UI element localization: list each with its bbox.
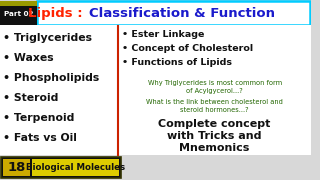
FancyBboxPatch shape [37,1,310,25]
FancyBboxPatch shape [0,25,311,155]
Text: Classification & Function: Classification & Function [89,6,275,19]
FancyBboxPatch shape [0,1,37,6]
Text: Why Triglycerides is most common form
of Acylgycerol...?: Why Triglycerides is most common form of… [148,80,282,94]
Text: • Waxes: • Waxes [3,53,53,63]
FancyBboxPatch shape [3,159,30,176]
Text: • Terpenoid: • Terpenoid [3,113,74,123]
Text: Part 02: Part 02 [4,11,33,17]
FancyBboxPatch shape [0,1,37,25]
Text: • Fats vs Oil: • Fats vs Oil [3,133,77,143]
Text: • Ester Linkage: • Ester Linkage [122,30,205,39]
Text: What is the link between cholesterol and
steroid hormones...?: What is the link between cholesterol and… [146,99,283,113]
Text: • Concept of Cholesterol: • Concept of Cholesterol [122,44,253,53]
Text: • Functions of Lipids: • Functions of Lipids [122,57,232,66]
FancyBboxPatch shape [32,159,119,176]
Text: • Triglycerides: • Triglycerides [3,33,92,43]
FancyBboxPatch shape [1,157,121,178]
Text: Biological Molecules: Biological Molecules [26,163,125,172]
Text: 18: 18 [7,161,26,174]
Text: Lipids :: Lipids : [28,6,87,19]
Text: • Steroid: • Steroid [3,93,58,103]
Text: • Phospholipids: • Phospholipids [3,73,99,83]
Text: Complete concept
with Tricks and
Mnemonics: Complete concept with Tricks and Mnemoni… [158,119,271,153]
